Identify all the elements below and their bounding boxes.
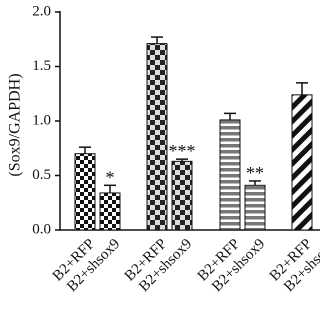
bar — [99, 192, 121, 231]
y-tick-label: 1.5 — [32, 58, 51, 74]
bar — [219, 119, 241, 231]
y-tick-label: 1.0 — [32, 112, 51, 128]
y-tick-label: 0.0 — [32, 221, 51, 237]
y-tick-label: 2.0 — [32, 3, 51, 19]
significance: ** — [246, 163, 264, 183]
significance: * — [106, 167, 115, 187]
y-axis-label: (Sox9/GAPDH) — [7, 73, 24, 176]
bar — [291, 94, 313, 231]
bar — [74, 153, 96, 231]
bar — [146, 43, 168, 231]
bar — [244, 184, 266, 231]
significance: *** — [169, 141, 196, 161]
y-tick-label: 0.5 — [32, 167, 51, 183]
bar — [171, 160, 193, 231]
